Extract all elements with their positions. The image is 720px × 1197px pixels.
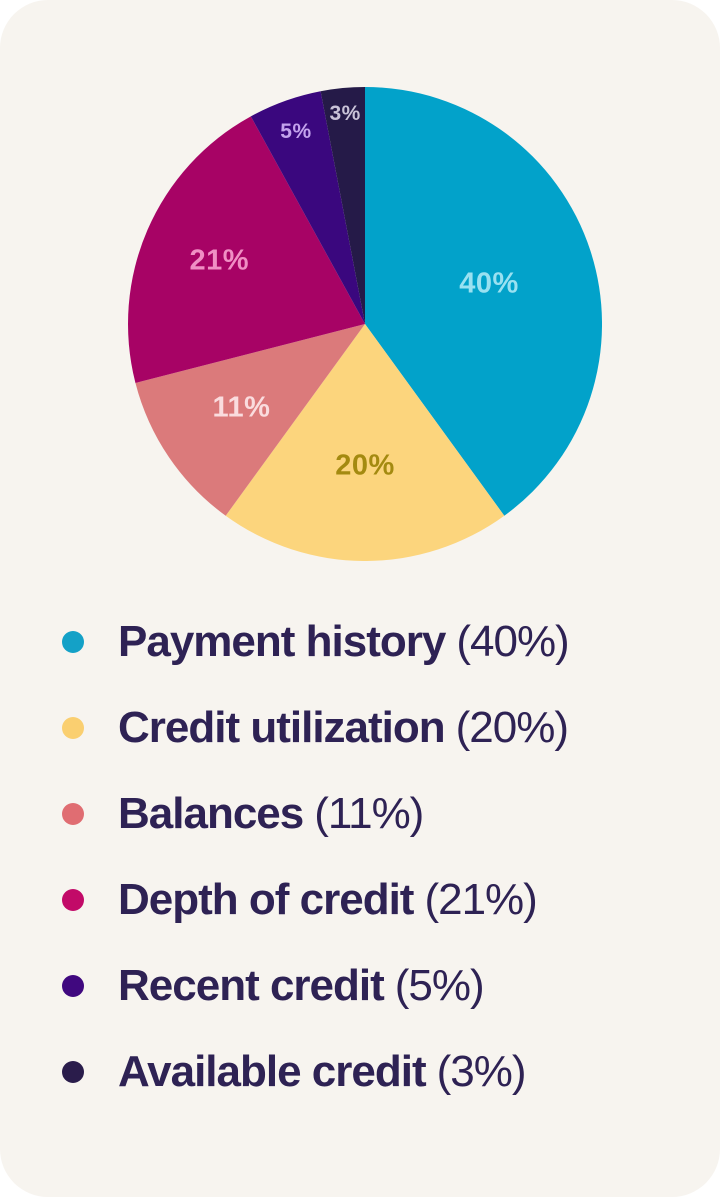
pie-slice-payment-history	[365, 87, 602, 516]
pie-slice-credit-utilization	[225, 324, 505, 561]
pie-slice-label-recent-credit: 5%	[280, 120, 312, 144]
legend-dot	[62, 631, 84, 653]
legend-percent: (3%)	[436, 1047, 527, 1096]
legend-item-depth-of-credit: Depth of credit (21%)	[62, 875, 569, 924]
pie-slice-label-balances: 11%	[212, 391, 271, 424]
pie-slice-available-credit	[320, 87, 365, 324]
legend-label: Payment history	[118, 617, 446, 666]
legend-label: Credit utilization	[118, 703, 446, 752]
legend-item-recent-credit: Recent credit (5%)	[62, 961, 569, 1010]
legend-dot	[62, 717, 84, 739]
pie-slice-label-available-credit: 3%	[329, 102, 361, 125]
pie-slice-label-payment-history: 40%	[459, 267, 519, 300]
legend-percent: (40%)	[456, 617, 569, 666]
legend-item-available-credit: Available credit (3%)	[62, 1047, 569, 1096]
legend-item-balances: Balances (11%)	[62, 789, 569, 838]
legend: Payment history (40%) Credit utilization(…	[62, 617, 570, 1096]
pie-slice-recent-credit	[250, 91, 365, 324]
pie-chart-svg	[128, 87, 602, 561]
legend-dot	[62, 889, 84, 911]
legend-label: Balances	[118, 789, 304, 838]
legend-item-payment-history: Payment history (40%)	[62, 617, 570, 666]
pie-slice-label-depth-of-credit: 21%	[189, 244, 250, 277]
legend-percent: (21%)	[424, 875, 537, 924]
legend-item-credit-utilization: Credit utilization (20%)	[62, 703, 569, 752]
legend-dot	[62, 803, 84, 825]
legend-dot	[62, 975, 84, 997]
legend-label: Available credit	[118, 1047, 427, 1096]
legend-percent: (11%)	[314, 789, 424, 838]
legend-percent: (5%)	[394, 961, 485, 1010]
pie-slice-label-credit-utilization: 20%	[335, 449, 395, 482]
pie-slice-depth-of-credit	[128, 116, 365, 383]
pie-slice-balances	[135, 324, 365, 516]
legend-percent: (20%)	[455, 703, 569, 752]
pie-chart: 40% 20% 11% 21% 5% 3%	[128, 87, 602, 561]
legend-label: Recent credit	[118, 961, 385, 1010]
legend-label: Depth of credit	[118, 875, 414, 924]
legend-dot	[62, 1061, 84, 1083]
